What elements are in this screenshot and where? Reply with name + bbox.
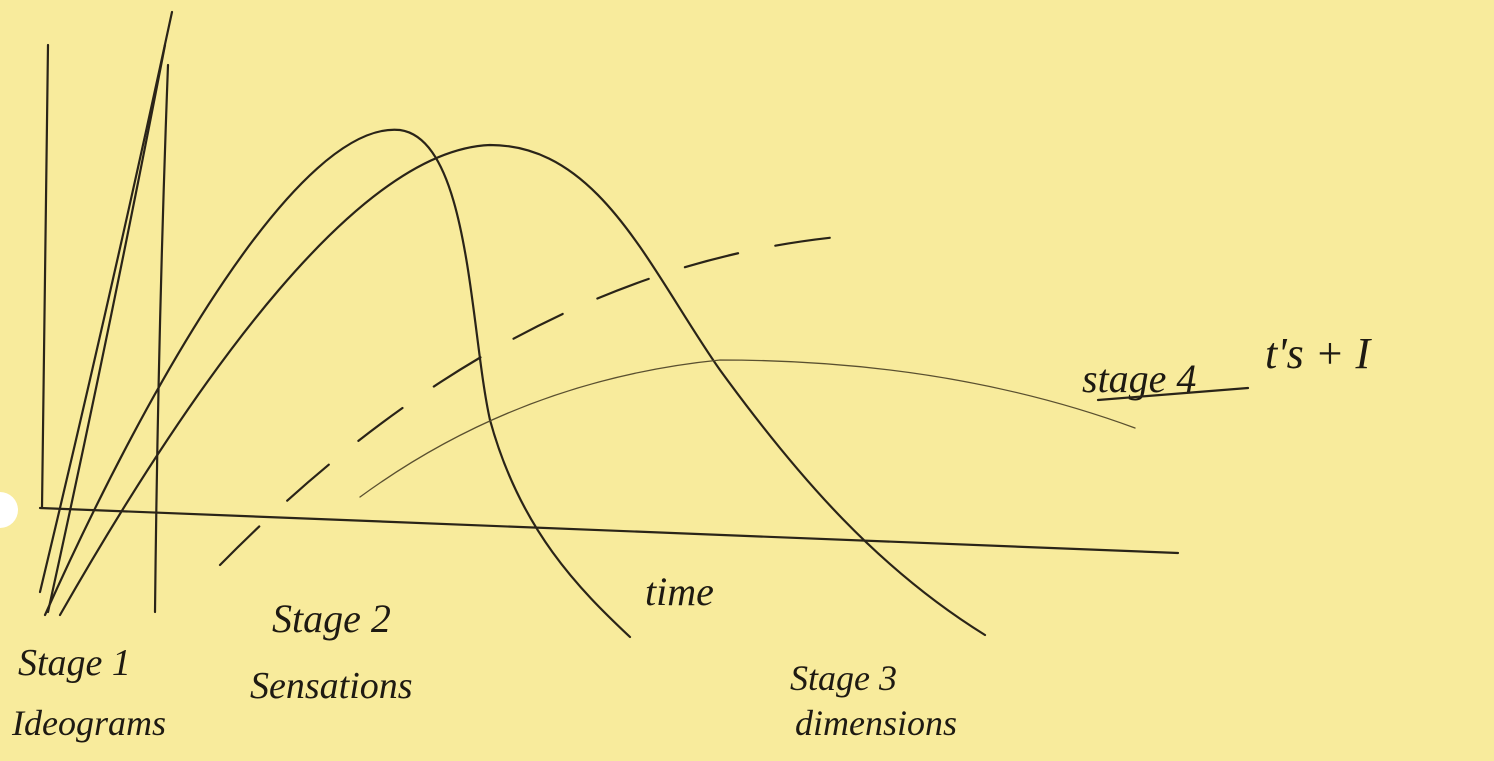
underline [1096, 386, 1250, 402]
axis-label: time [645, 569, 714, 614]
stage2-curve [43, 128, 632, 639]
stage-subtitle: Sensations [250, 665, 413, 707]
hole-punch [0, 492, 18, 528]
stage4-curve [359, 359, 1136, 498]
stage1-line [38, 10, 174, 594]
stage1-line [46, 43, 167, 614]
stage-subtitle: dimensions [795, 703, 957, 743]
time-axis [38, 506, 1180, 555]
stage-subtitle: Ideograms [11, 703, 166, 743]
dashed-curve [218, 233, 862, 567]
vertical-axis [40, 43, 50, 510]
stage1-line [153, 63, 170, 614]
stage-title: Stage 2 [272, 596, 391, 641]
stage3-curve [58, 143, 987, 637]
stage-title: Stage 3 [790, 658, 897, 698]
stage-subtitle: t's + I [1265, 329, 1372, 378]
stage-title: Stage 1 [18, 642, 131, 684]
